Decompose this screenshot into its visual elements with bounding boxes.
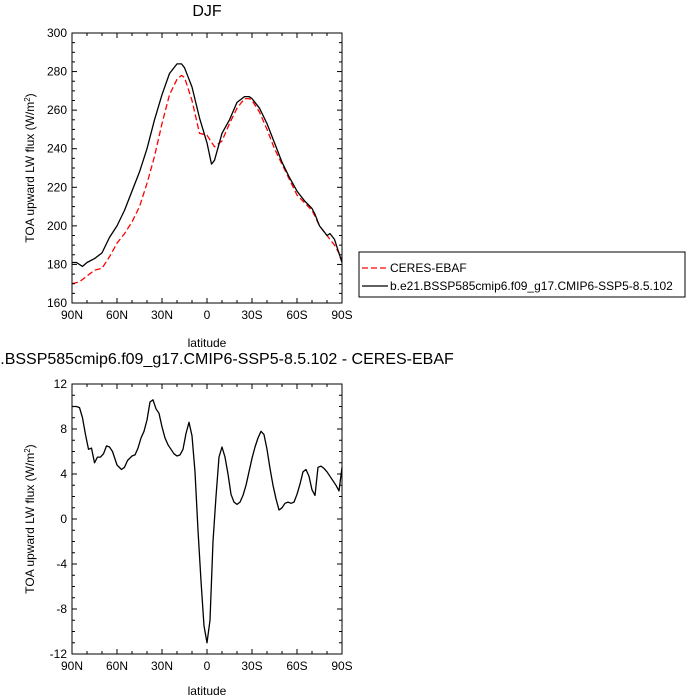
bottom-y-tick-label: 4 [60, 467, 67, 481]
top-plot-area: 90N 60N 30N 0 30S 60S 90S 160 180 200 220 240 260 280… [47, 26, 353, 322]
bottom-y-tick-label: 12 [54, 377, 68, 391]
top-y-tick-label: 280 [47, 65, 67, 79]
legend-label-model: b.e21.BSSP585cmip6.f09_g17.CMIP6-SSP5-8.… [390, 279, 673, 293]
legend: CERES-EBAF b.e21.BSSP585cmip6.f09_g17.CM… [358, 251, 686, 298]
top-panel: DJF 90N 60N 30N 0 30S 60S 90S 160 180 200 220 240 26… [23, 3, 353, 350]
bottom-series-line-0 [72, 399, 343, 644]
top-x-tick-label: 90N [61, 308, 83, 322]
bottom-y-axis-label: TOA upward LW flux (W/m2) [23, 444, 37, 593]
bottom-x-tick-label: 90S [331, 659, 352, 673]
top-plot-frame [71, 32, 343, 304]
top-y-axis-label: TOA upward LW flux (W/m2) [23, 93, 37, 242]
top-y-tick-label: 240 [47, 142, 67, 156]
bottom-x-tick-label: 30N [151, 659, 173, 673]
top-series-line-1 [72, 63, 343, 268]
bottom-x-tick-label: 0 [204, 659, 211, 673]
legend-box [358, 251, 686, 298]
top-y-tick-label: 260 [47, 103, 67, 117]
bottom-chart-title: b.e21.BSSP585cmip6.f09_g17.CMIP6-SSP5-8.… [0, 351, 454, 368]
bottom-y-tick-label: 8 [60, 422, 67, 436]
bottom-plot-area: 90N 60N 30N 0 30S 60S 90S -12 -8 -4 0 4 8 12 [50, 377, 353, 673]
bottom-y-tick-label: 0 [60, 512, 67, 526]
bottom-x-tick-label: 60S [286, 659, 307, 673]
top-x-tick-label: 30S [241, 308, 262, 322]
top-x-tick-label: 90S [331, 308, 352, 322]
bottom-x-tick-label: 60N [106, 659, 128, 673]
bottom-x-tick-label: 90N [61, 659, 83, 673]
bottom-y-tick-label: -12 [50, 647, 68, 661]
top-y-tick-label: 300 [47, 26, 67, 40]
top-x-tick-label: 60S [286, 308, 307, 322]
top-series-line-0 [71, 74, 343, 285]
bottom-x-axis-label: latitude [188, 684, 227, 698]
top-x-tick-label: 60N [106, 308, 128, 322]
top-y-tick-label: 220 [47, 180, 67, 194]
top-x-axis-label: latitude [188, 336, 227, 350]
bottom-panel: b.e21.BSSP585cmip6.f09_g17.CMIP6-SSP5-8.… [0, 351, 454, 698]
top-y-tick-label: 180 [47, 257, 67, 271]
top-y-tick-label: 200 [47, 219, 67, 233]
bottom-x-tick-label: 30S [241, 659, 262, 673]
top-chart-title: DJF [192, 3, 222, 20]
top-x-tick-label: 0 [204, 308, 211, 322]
bottom-y-tick-label: -8 [56, 602, 67, 616]
bottom-plot-frame [71, 383, 343, 655]
top-x-tick-label: 30N [151, 308, 173, 322]
bottom-y-tick-label: -4 [56, 557, 67, 571]
legend-label-ceres: CERES-EBAF [390, 261, 467, 275]
top-y-tick-label: 160 [47, 296, 67, 310]
